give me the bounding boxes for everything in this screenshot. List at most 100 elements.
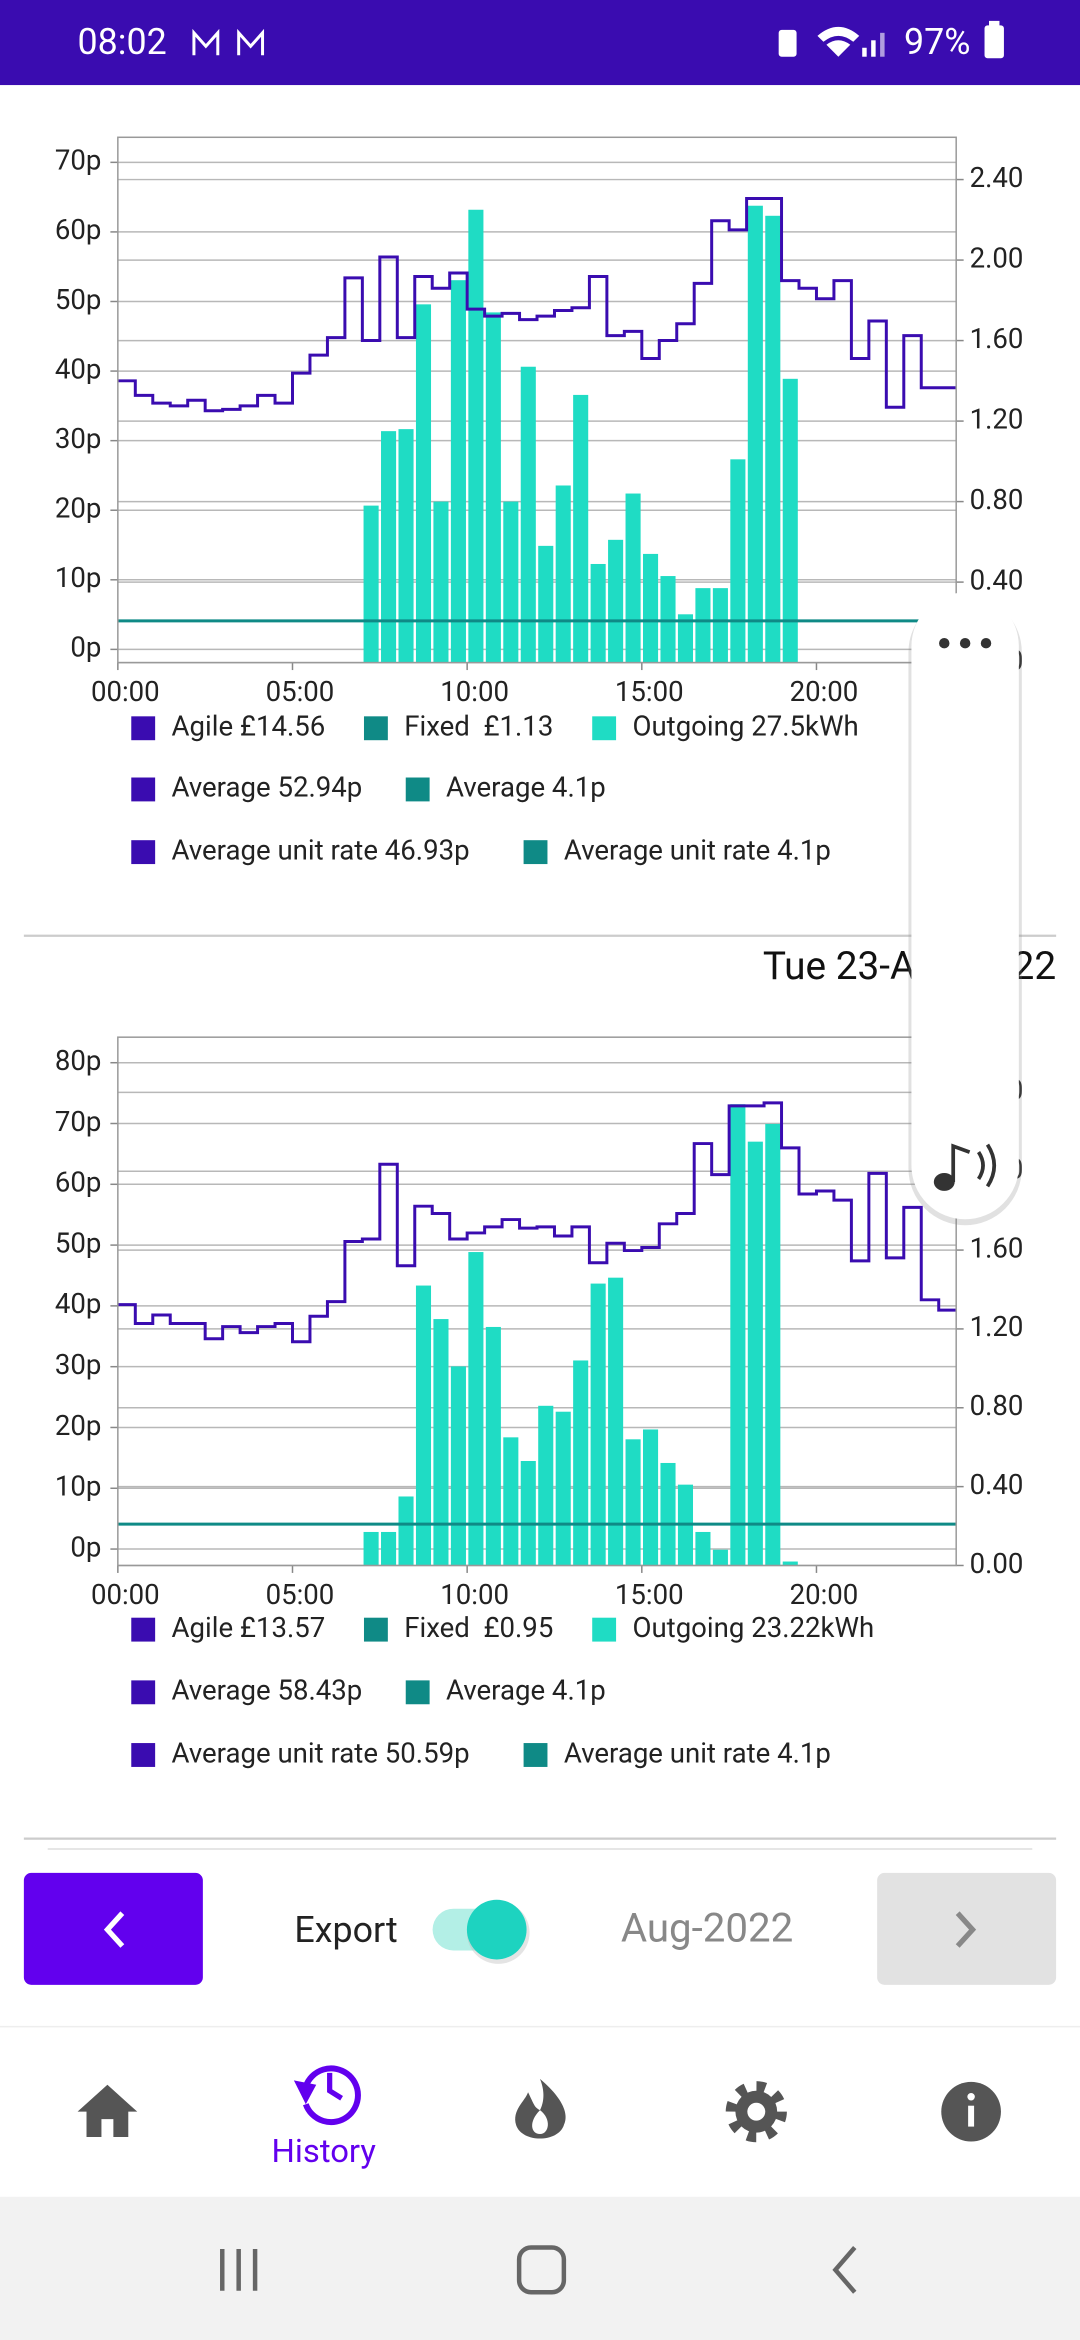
nav-flame[interactable] xyxy=(515,2078,566,2139)
bar xyxy=(398,1496,414,1566)
previous-chevron xyxy=(103,1911,125,1948)
step-line xyxy=(117,1101,957,1344)
legend-label: Agile £13.57 xyxy=(172,1611,326,1644)
nav-home[interactable] xyxy=(77,2084,138,2138)
status-time: 08:02 xyxy=(78,21,167,63)
bar xyxy=(782,378,798,663)
bar xyxy=(520,1460,536,1566)
y-tick-label: 0p xyxy=(70,1530,101,1563)
y2-tick-label: 0.80 xyxy=(970,483,1024,516)
legend-swatch xyxy=(363,716,388,741)
status-icons xyxy=(778,20,1004,59)
note-swatch xyxy=(131,1743,156,1767)
x-tick-label: 15:00 xyxy=(615,1578,684,1611)
legend-label: Fixed £0.95 xyxy=(404,1611,553,1644)
y2-tick-label: 0.40 xyxy=(970,563,1024,596)
note-swatch xyxy=(131,1680,156,1705)
legend-swatch xyxy=(131,716,156,741)
bar xyxy=(747,205,763,663)
note-label: Average 4.1p xyxy=(446,771,606,804)
bar xyxy=(765,1123,781,1566)
nav-history-label: History xyxy=(272,2133,377,2171)
bar xyxy=(450,1366,466,1566)
chart: 0p10p20p30p40p50p60p70p0.000.400.801.201… xyxy=(55,136,1024,866)
bar xyxy=(730,1104,746,1566)
y2-tick-label: 0.80 xyxy=(970,1389,1024,1422)
y2-tick-label: 0.40 xyxy=(970,1468,1024,1501)
y-tick-label: 20p xyxy=(55,492,102,525)
month-label: Aug-2022 xyxy=(621,1905,793,1952)
next-chevron xyxy=(955,1911,977,1948)
x-tick-label: 20:00 xyxy=(790,1578,859,1611)
legend-label: Outgoing 23.22kWh xyxy=(632,1611,874,1644)
mail-icons xyxy=(192,28,265,56)
floating-panel[interactable] xyxy=(908,592,1022,1226)
bar xyxy=(590,563,606,663)
legend-swatch xyxy=(363,1617,388,1642)
y-tick-label: 10p xyxy=(55,1470,102,1503)
note-label: Average unit rate 4.1p xyxy=(564,833,831,866)
bar xyxy=(381,431,397,663)
next-button[interactable] xyxy=(877,1872,1057,1985)
legend-label: Fixed £1.13 xyxy=(404,710,553,743)
y-tick-label: 60p xyxy=(55,213,102,246)
legend-swatch xyxy=(592,1617,617,1642)
bar xyxy=(538,1405,554,1566)
note-label: Average 58.43p xyxy=(172,1674,363,1707)
x-tick-label: 05:00 xyxy=(266,1578,335,1611)
bar xyxy=(712,588,728,663)
bar xyxy=(450,280,466,663)
nav-history[interactable]: History xyxy=(272,2065,377,2171)
legend-label: Outgoing 27.5kWh xyxy=(632,710,858,743)
y2-tick-label: 0.00 xyxy=(970,1547,1024,1580)
y-tick-label: 70p xyxy=(55,144,102,177)
note-label: Average 4.1p xyxy=(446,1674,606,1707)
bar xyxy=(677,614,694,663)
export-label: Export xyxy=(294,1909,397,1951)
x-tick-label: 15:00 xyxy=(615,675,684,708)
x-tick-label: 10:00 xyxy=(440,675,509,708)
note-label: Average unit rate 50.59p xyxy=(172,1736,470,1769)
previous-button[interactable] xyxy=(23,1872,203,1985)
note-swatch xyxy=(131,840,156,865)
y-tick-label: 50p xyxy=(55,1226,102,1259)
bar xyxy=(555,1411,571,1566)
bar xyxy=(730,459,746,663)
export-toggle[interactable] xyxy=(432,1899,530,1964)
plot-frame xyxy=(117,136,957,664)
nav-settings[interactable] xyxy=(725,2081,787,2143)
nav-info[interactable] xyxy=(941,2081,1001,2142)
y-tick-label: 70p xyxy=(55,1105,102,1138)
bar xyxy=(363,505,379,663)
note-swatch xyxy=(405,777,430,802)
bar xyxy=(433,501,449,663)
y2-tick-label: 2.00 xyxy=(970,241,1024,274)
bar xyxy=(363,1531,379,1566)
bar xyxy=(782,1561,798,1566)
legend-swatch xyxy=(131,1617,156,1642)
bar xyxy=(468,209,484,663)
x-tick-label: 20:00 xyxy=(790,675,859,708)
bar xyxy=(643,553,659,663)
bar xyxy=(398,429,414,663)
step-line xyxy=(117,197,957,413)
y-tick-label: 50p xyxy=(55,283,102,316)
note-label: Average 52.94p xyxy=(172,771,363,804)
bar xyxy=(765,215,781,663)
y2-tick-label: 1.60 xyxy=(970,1231,1024,1264)
bar xyxy=(695,588,711,663)
bar xyxy=(625,1439,641,1566)
y-tick-label: 30p xyxy=(55,1348,102,1381)
y-tick-label: 40p xyxy=(55,352,102,385)
bar xyxy=(555,485,571,663)
bar xyxy=(503,1437,519,1566)
legend-label: Agile £14.56 xyxy=(172,710,326,743)
bar xyxy=(415,304,432,663)
bar xyxy=(643,1429,659,1566)
x-tick-label: 00:00 xyxy=(91,1578,160,1611)
note-swatch xyxy=(131,777,156,802)
bar xyxy=(747,1141,763,1566)
bar xyxy=(485,312,501,663)
